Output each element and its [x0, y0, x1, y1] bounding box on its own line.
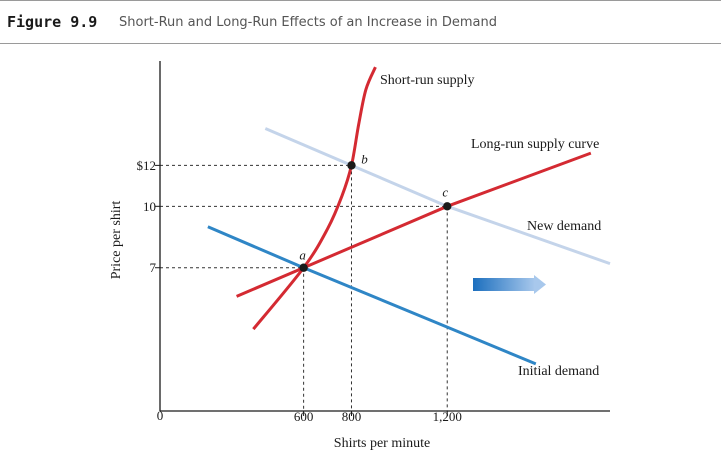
y-axis-label: Price per shirt [109, 201, 124, 280]
equilibrium-point-b [347, 161, 356, 170]
x-tick-label: 800 [342, 409, 362, 424]
point-label-a: a [299, 248, 306, 263]
x-tick-label: 600 [294, 409, 314, 424]
y-tick-label: 10 [143, 199, 156, 214]
figure-title: Short-Run and Long-Run Effects of an Inc… [119, 15, 498, 30]
origin-label: 0 [157, 408, 164, 423]
equilibrium-point-a [299, 263, 308, 272]
new-demand-curve [264, 127, 611, 266]
new-demand-label: New demand [527, 219, 601, 234]
x-axis-label: Shirts per minute [334, 436, 430, 451]
long-run-supply-label: Long-run supply curve [471, 137, 599, 152]
point-label-b: b [361, 151, 368, 166]
figure-header: Figure 9.9 Short-Run and Long-Run Effect… [0, 0, 721, 44]
figure-label: Figure 9.9 [7, 13, 98, 31]
initial-demand-curve [207, 225, 537, 366]
shift-arrow-body [473, 278, 535, 291]
long-run-supply-curve [236, 151, 592, 298]
point-label-c: c [442, 184, 448, 199]
x-tick-label: 1,200 [433, 409, 462, 424]
y-tick-label: 7 [150, 260, 157, 275]
shift-arrow-head [534, 275, 546, 294]
initial-demand-label: Initial demand [518, 364, 599, 379]
short-run-supply-label: Short-run supply [380, 73, 475, 88]
equilibrium-point-c [443, 202, 452, 211]
y-tick-label: $12 [137, 158, 157, 173]
